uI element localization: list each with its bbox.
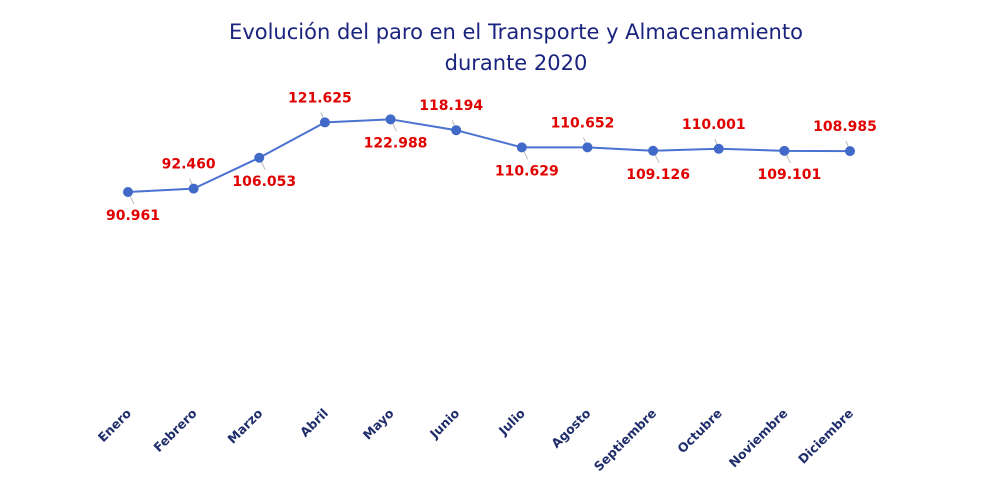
data-point bbox=[451, 125, 462, 136]
data-point bbox=[254, 152, 265, 163]
x-tick-label: Enero bbox=[95, 405, 135, 445]
data-point bbox=[319, 117, 330, 128]
x-tick-label: Diciembre bbox=[795, 406, 856, 467]
data-point bbox=[582, 142, 593, 153]
x-tick-label: Abril bbox=[297, 406, 331, 440]
x-tick-label: Febrero bbox=[150, 405, 200, 455]
x-tick-label: Junio bbox=[426, 405, 463, 442]
data-point bbox=[123, 187, 133, 198]
x-tick-label: Julio bbox=[495, 405, 528, 438]
data-label: 106.053 bbox=[232, 174, 296, 190]
chart-title: Evolución del paro en el Transporte y Al… bbox=[229, 20, 803, 44]
data-point bbox=[385, 114, 396, 125]
x-tick-label: Agosto bbox=[548, 405, 594, 451]
data-point bbox=[516, 142, 527, 153]
data-point bbox=[779, 145, 790, 156]
data-label: 118.194 bbox=[419, 98, 483, 114]
data-point bbox=[713, 143, 724, 154]
data-point bbox=[648, 145, 659, 156]
data-label: 92.460 bbox=[162, 157, 216, 173]
x-tick-label: Noviembre bbox=[726, 406, 791, 471]
data-label: 110.652 bbox=[551, 115, 615, 131]
data-label: 122.988 bbox=[364, 135, 428, 151]
data-label: 108.985 bbox=[813, 119, 877, 135]
x-tick-label: Septiembre bbox=[591, 406, 659, 474]
x-tick-label: Octubre bbox=[674, 406, 725, 457]
data-point bbox=[188, 183, 199, 194]
chart-subtitle: durante 2020 bbox=[444, 51, 588, 75]
data-label: 90.961 bbox=[106, 208, 160, 224]
x-tick-label: Marzo bbox=[224, 405, 265, 446]
data-point bbox=[845, 146, 855, 157]
data-label: 110.001 bbox=[682, 117, 746, 133]
data-label: 110.629 bbox=[495, 163, 559, 179]
data-label: 109.101 bbox=[757, 167, 821, 183]
data-label: 109.126 bbox=[626, 167, 690, 183]
series-line bbox=[127, 118, 851, 194]
x-tick-label: Mayo bbox=[360, 405, 397, 442]
data-label: 121.625 bbox=[288, 90, 352, 106]
